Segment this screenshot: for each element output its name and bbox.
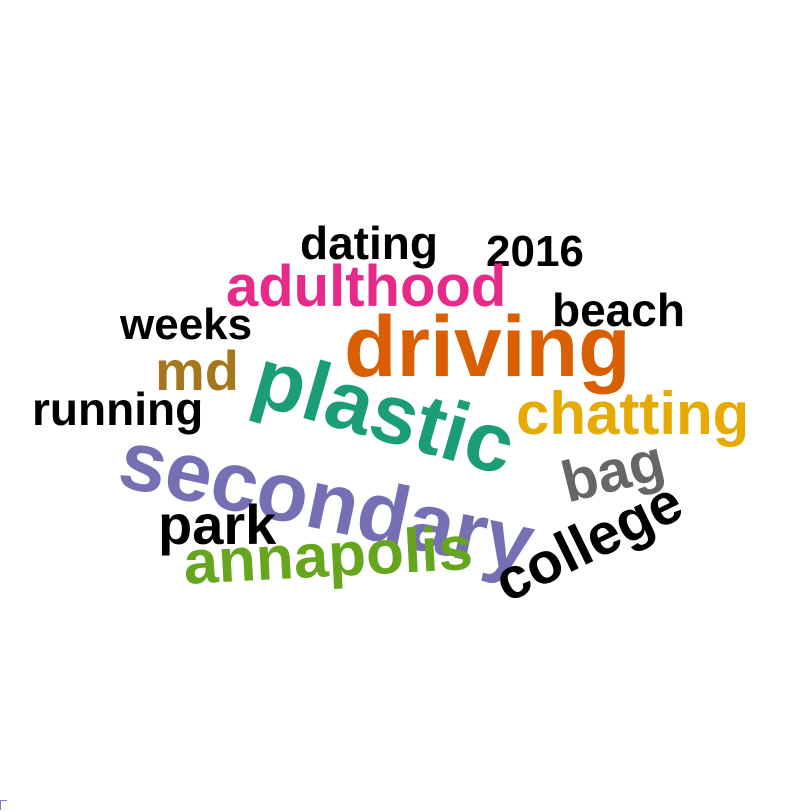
word-annapolis: annapolis bbox=[182, 518, 474, 595]
corner-marker bbox=[0, 800, 7, 810]
